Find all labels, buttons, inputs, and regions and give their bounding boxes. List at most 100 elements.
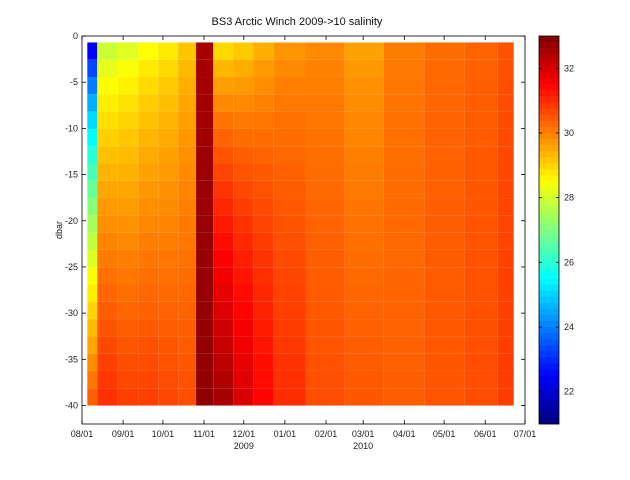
heatmap-cell (158, 249, 179, 268)
heatmap-cell (344, 146, 384, 164)
heatmap-cell (253, 267, 274, 285)
heatmap-cell (253, 301, 274, 320)
heatmap-cell (87, 249, 98, 268)
heatmap-cell (383, 77, 425, 95)
colorbar-ticks: 22 24 26 28 30 32 (539, 63, 574, 397)
heatmap-cell (97, 301, 118, 320)
colorbar-band (539, 302, 559, 310)
heatmap-cell (138, 388, 159, 406)
heatmap-cell (178, 388, 197, 406)
y-tick-label: -25 (65, 262, 78, 272)
heatmap-cell (383, 388, 425, 406)
heatmap-cell (233, 232, 254, 250)
chart-title: BS3 Arctic Winch 2009->10 salinity (212, 16, 383, 28)
heatmap-cell (344, 336, 384, 354)
colorbar-band (539, 187, 559, 194)
heatmap-cell (424, 128, 465, 147)
heatmap-cell (253, 336, 274, 354)
heatmap-cell (497, 353, 514, 371)
colorbar-band (539, 181, 559, 188)
heatmap-cell (138, 77, 159, 95)
heatmap-cell (344, 215, 384, 233)
heatmap-cell (273, 146, 306, 164)
heatmap-cell (138, 42, 159, 60)
colorbar-band (539, 169, 559, 176)
heatmap-cell (213, 59, 234, 78)
heatmap-cell (196, 146, 214, 164)
colorbar-band (539, 393, 559, 401)
heatmap-cell (196, 319, 214, 337)
heatmap-cell (253, 146, 274, 164)
y-tick-label: -5 (70, 77, 78, 87)
colorbar: 22 24 26 28 30 32 (538, 35, 574, 425)
heatmap-cell (97, 249, 118, 268)
y-tick-label: 0 (73, 31, 78, 41)
heatmap-cell (158, 146, 179, 164)
x-tick-label: 11/01 (193, 429, 215, 439)
heatmap-cell (97, 163, 118, 181)
heatmap-cell (196, 163, 214, 181)
heatmap-cell (305, 336, 345, 354)
heatmap-cell (497, 370, 514, 389)
heatmap-cell (383, 163, 425, 181)
x-tick-label: 04/01 (393, 429, 416, 439)
heatmap-cell (344, 94, 384, 112)
heatmap-cell (196, 215, 214, 233)
colorbar-band (539, 114, 559, 122)
heatmap-cell (305, 59, 345, 78)
colorbar-band (539, 333, 559, 340)
y-tick-label: -40 (65, 401, 78, 411)
heatmap-cell (305, 284, 345, 302)
heatmap-cell (305, 94, 345, 112)
heatmap-cell (87, 128, 98, 147)
heatmap-cell (196, 353, 214, 371)
colorbar-band (539, 254, 559, 261)
heatmap-cell (253, 284, 274, 302)
heatmap-cell (196, 128, 214, 147)
heatmap-cell (464, 319, 498, 337)
heatmap-cell (233, 128, 254, 147)
heatmap-cell (138, 232, 159, 250)
heatmap-cell (497, 249, 514, 268)
heatmap-cell (273, 215, 306, 233)
heatmap-cell (305, 111, 345, 129)
colorbar-band (539, 36, 559, 43)
heatmap-cell (253, 388, 274, 406)
heatmap-cell (233, 59, 254, 78)
colorbar-band (539, 399, 559, 407)
y-tick-label: -35 (65, 354, 78, 364)
heatmap-cell (138, 353, 159, 371)
heatmap-cell (464, 370, 498, 389)
x-year-label: 2010 (353, 441, 373, 451)
heatmap-cell (178, 284, 197, 302)
colorbar-band (539, 345, 559, 352)
heatmap-cell (138, 163, 159, 181)
heatmap-cell (87, 94, 98, 112)
heatmap-cell (233, 267, 254, 285)
x-tick-label: 03/01 (352, 429, 375, 439)
heatmap-cell (305, 163, 345, 181)
colorbar-frame (538, 35, 560, 425)
heatmap-cell (97, 59, 118, 78)
heatmap-cell (464, 111, 498, 129)
heatmap-cell (87, 284, 98, 302)
heatmap-cell (497, 180, 514, 199)
colorbar-band (539, 217, 559, 225)
heatmap-cell (158, 336, 179, 354)
heatmap-cell (383, 232, 425, 250)
heatmap-cell (213, 128, 234, 147)
heatmap-cell (178, 180, 197, 199)
heatmap-cell (138, 319, 159, 337)
heatmap-cell (87, 353, 98, 371)
heatmap-cell (344, 370, 384, 389)
heatmap-cell (273, 284, 306, 302)
heatmap-cell (344, 267, 384, 285)
heatmap-cell (196, 111, 214, 129)
heatmap-cell (158, 42, 179, 60)
heatmap-cell (344, 232, 384, 250)
colorbar-tick-label: 30 (564, 128, 574, 138)
heatmap-cell (233, 146, 254, 164)
heatmap-cell (305, 267, 345, 285)
heatmap-cell (424, 353, 465, 371)
heatmap-cell (97, 42, 118, 60)
